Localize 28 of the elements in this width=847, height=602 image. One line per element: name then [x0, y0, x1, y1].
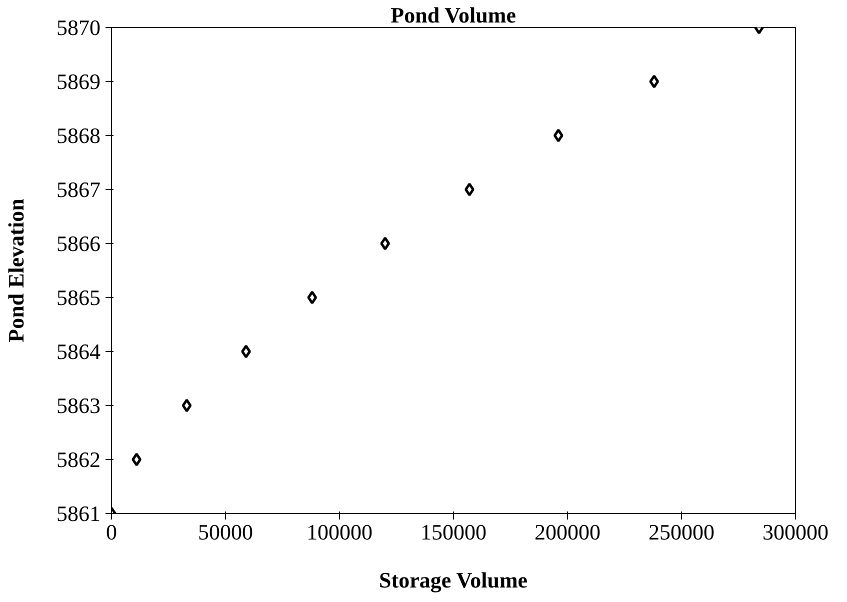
point: [182, 398, 192, 412]
point: [464, 182, 474, 196]
point: [553, 128, 564, 142]
y-tick-label: 5863: [56, 393, 100, 418]
x-tick-label: 50000: [198, 520, 253, 544]
x-tick-label: 200000: [534, 520, 600, 544]
point: [241, 344, 251, 358]
y-tick-label: 5869: [56, 69, 100, 94]
y-tick-label: 5865: [56, 285, 100, 310]
y-tick-label: 5868: [56, 123, 100, 148]
x-tick-label: 0: [106, 520, 117, 544]
point: [649, 74, 660, 88]
x-tick-label: 250000: [648, 520, 714, 544]
y-tick-label: 5866: [56, 231, 100, 256]
y-tick-label: 5861: [56, 501, 100, 526]
y-tick-label: 5862: [56, 447, 100, 472]
x-tick-label: 100000: [306, 520, 372, 544]
y-tick-label: 5867: [56, 177, 100, 202]
chart-title: Pond Volume: [390, 2, 516, 28]
point: [380, 236, 390, 250]
x-tick-label: 150000: [420, 520, 486, 544]
point: [307, 290, 318, 304]
x-tick-label: 300000: [762, 520, 828, 544]
x-axis-title: Storage Volume: [379, 568, 528, 592]
y-tick-label: 5870: [56, 15, 100, 40]
y-axis-title: Pond Elevation: [4, 198, 28, 342]
y-tick-label: 5864: [56, 339, 100, 364]
point: [132, 452, 142, 466]
